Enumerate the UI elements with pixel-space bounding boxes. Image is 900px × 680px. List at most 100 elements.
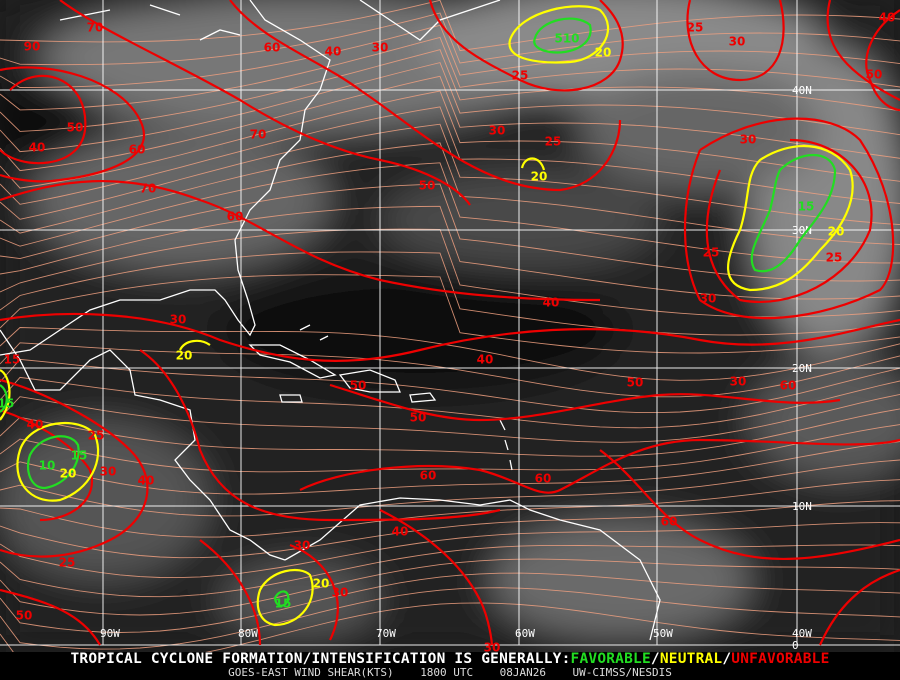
streamline bbox=[0, 327, 900, 381]
favorable-contour-label: 10 bbox=[39, 459, 56, 473]
favorable-contour-label: 510 bbox=[554, 32, 579, 46]
neutral-contour-label: 20 bbox=[828, 225, 845, 239]
unfavorable-contour-label: 60 bbox=[535, 472, 552, 486]
favorable-contour-label: 15 bbox=[0, 397, 14, 411]
neutral-contours bbox=[0, 5, 854, 627]
unfavorable-contour-label: 30 bbox=[700, 292, 717, 306]
streamline bbox=[0, 572, 900, 633]
unfavorable-contour-label: 60 bbox=[227, 210, 244, 224]
unfavorable-contour-label: 50 bbox=[866, 68, 883, 82]
streamline bbox=[0, 62, 900, 153]
unfavorable-contour-label: 60 bbox=[420, 469, 437, 483]
streamline bbox=[0, 479, 900, 538]
unfavorable-contour-label: 30 bbox=[740, 133, 757, 147]
unfavorable-contour-label: 60 bbox=[129, 143, 146, 157]
product-info: GOES-EAST WIND SHEAR(KTS) 1800 UTC 08JAN… bbox=[0, 667, 900, 679]
unfavorable-contour-label: 50 bbox=[410, 411, 427, 425]
product-time: 1800 UTC bbox=[420, 666, 474, 679]
unfavorable-contour-label: 30 bbox=[489, 124, 506, 138]
streamline bbox=[0, 358, 900, 414]
unfavorable-contour-label: 25 bbox=[512, 69, 529, 83]
favorability-legend: TROPICAL CYCLONE FORMATION/INTENSIFICATI… bbox=[0, 652, 900, 667]
streamline bbox=[0, 587, 900, 650]
neutral-contour-label: 20 bbox=[60, 467, 77, 481]
legend-prefix: TROPICAL CYCLONE FORMATION/INTENSIFICATI… bbox=[70, 651, 571, 667]
unfavorable-contour-label: 70 bbox=[87, 21, 104, 35]
unfavorable-contour-label: 50 bbox=[419, 179, 436, 193]
unfavorable-contour-label: 30 bbox=[372, 41, 389, 55]
streamline bbox=[0, 544, 900, 598]
lat-label: 20N bbox=[792, 362, 812, 375]
streamline bbox=[0, 90, 900, 189]
streamline bbox=[0, 424, 900, 473]
streamline bbox=[0, 123, 900, 226]
streamline bbox=[0, 36, 900, 111]
contour-labels: 90 70 60 40 30 25 25 30 40 50 50 40 70 60 70 60 30 25 50 30… bbox=[0, 11, 895, 653]
favorable-contour-label: 15 bbox=[71, 449, 88, 463]
unfavorable-contour-label: 30 bbox=[730, 375, 747, 389]
unfavorable-contour-label: 40 bbox=[392, 525, 409, 539]
lat-label: 10N bbox=[792, 500, 812, 513]
lon-label: 80W bbox=[238, 627, 258, 640]
legend-neutral: NEUTRAL bbox=[659, 651, 723, 667]
streamline bbox=[0, 12, 900, 66]
unfavorable-contour-label: 15 bbox=[4, 353, 21, 367]
unfavorable-contour-label: 70 bbox=[140, 182, 157, 196]
unfavorable-contour-label: 25 bbox=[687, 21, 704, 35]
satellite-imagery bbox=[0, 0, 900, 652]
favorable-contours bbox=[0, 17, 837, 607]
lon-label: 70W bbox=[376, 627, 396, 640]
unfavorable-contour-label: 30 bbox=[332, 586, 349, 600]
legend-favorable: FAVORABLE bbox=[570, 651, 651, 667]
streamline bbox=[0, 142, 900, 245]
neutral-contour-label: 20 bbox=[531, 170, 548, 184]
product-name: GOES-EAST WIND SHEAR(KTS) bbox=[228, 666, 394, 679]
lon-label: 40W bbox=[792, 627, 812, 640]
unfavorable-contour-label: 50 bbox=[16, 609, 33, 623]
unfavorable-contour-label: 25 bbox=[59, 556, 76, 570]
unfavorable-contour-label: 40 bbox=[543, 296, 560, 310]
unfavorable-contour-label: 25 bbox=[703, 246, 720, 260]
lon-label: 60W bbox=[515, 627, 535, 640]
neutral-contour-label: 20 bbox=[595, 46, 612, 60]
unfavorable-contour-label: 30 bbox=[294, 539, 311, 553]
unfavorable-contour-label: 25 bbox=[545, 135, 562, 149]
unfavorable-contour-label: 25 bbox=[88, 429, 105, 443]
neutral-contour-label: 20 bbox=[313, 577, 330, 591]
unfavorable-contour-label: 70 bbox=[250, 128, 267, 142]
lat-lon-grid bbox=[0, 0, 900, 646]
lon-label: 90W bbox=[100, 627, 120, 640]
streamline bbox=[0, 500, 900, 559]
unfavorable-contour-label: 30 bbox=[170, 313, 187, 327]
streamline bbox=[0, 441, 900, 495]
unfavorable-contour-label: 60 bbox=[264, 41, 281, 55]
caption-bar: TROPICAL CYCLONE FORMATION/INTENSIFICATI… bbox=[0, 652, 900, 680]
unfavorable-contour-label: 40 bbox=[138, 474, 155, 488]
unfavorable-contour-label: 50 bbox=[627, 376, 644, 390]
unfavorable-contours bbox=[0, 0, 900, 646]
lat-label: 0 bbox=[792, 639, 799, 652]
unfavorable-contour-label: 30 bbox=[484, 641, 501, 653]
unfavorable-contour-label: 30 bbox=[100, 465, 117, 479]
product-date: 08JAN26 bbox=[499, 666, 547, 679]
legend-separator: / bbox=[722, 651, 732, 667]
legend-unfavorable: UNFAVORABLE bbox=[731, 651, 830, 667]
streamline bbox=[0, 162, 900, 264]
streamline bbox=[0, 24, 900, 88]
streamline bbox=[0, 342, 900, 398]
streamline bbox=[0, 0, 900, 52]
unfavorable-contour-label: 50 bbox=[67, 121, 84, 135]
unfavorable-contour-label: 90 bbox=[24, 40, 41, 54]
map-canvas: 90W 80W 70W 60W 50W 40W 40N 30N 20N 10N … bbox=[0, 0, 900, 652]
legend-separator: / bbox=[650, 651, 660, 667]
favorable-contour-label: 15 bbox=[798, 200, 815, 214]
streamline bbox=[0, 558, 900, 616]
unfavorable-contour-label: 40 bbox=[325, 45, 342, 59]
unfavorable-contour-label: 60 bbox=[780, 379, 797, 393]
product-source: UW-CIMSS/NESDIS bbox=[572, 666, 672, 679]
unfavorable-contour-label: 40 bbox=[879, 11, 896, 25]
neutral-contour-label: 20 bbox=[176, 349, 193, 363]
streamline bbox=[0, 376, 900, 429]
lon-label: 50W bbox=[653, 627, 673, 640]
